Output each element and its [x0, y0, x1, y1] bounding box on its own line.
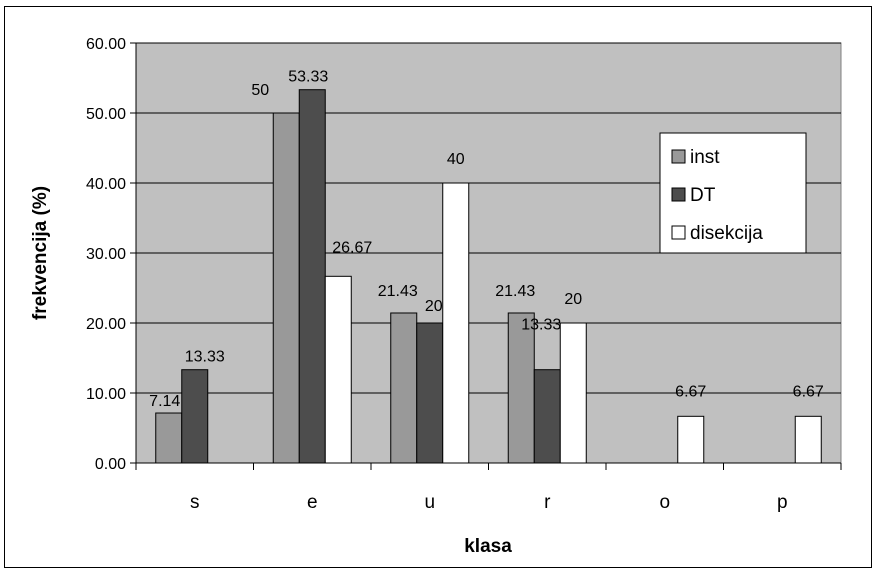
y-tick-label: 10.00 — [86, 386, 126, 403]
y-tick-label: 20.00 — [86, 316, 126, 333]
x-tick-label: r — [544, 492, 551, 513]
bar-DT-e — [298, 89, 326, 464]
x-tick-label: p — [777, 492, 788, 513]
data-labels: 7.14 13.33 50 53.33 26.67 21.43 20 40 21.43 13.33… — [149, 69, 824, 410]
bar-DT-u — [416, 322, 444, 464]
x-tick-label: e — [307, 492, 318, 513]
data-label: 21.43 — [378, 283, 418, 300]
bar-inst-u — [390, 312, 418, 464]
legend: inst DT disekcija — [659, 132, 807, 254]
legend-label-disekcija: disekcija — [690, 223, 763, 244]
bars — [155, 89, 822, 464]
bar-DT-s — [181, 369, 209, 464]
bar-inst-s — [155, 412, 183, 464]
bar-disekcija-o — [677, 415, 705, 464]
y-tick-label: 0.00 — [95, 456, 126, 473]
data-label: 7.14 — [149, 393, 180, 410]
data-label: 20 — [425, 298, 443, 315]
data-label: 21.43 — [495, 283, 535, 300]
y-tick-label: 50.00 — [86, 106, 126, 123]
y-tick-label: 40.00 — [86, 176, 126, 193]
data-label: 13.33 — [521, 317, 561, 334]
y-axis-title: frekvencija (%) — [30, 186, 51, 320]
bar-DT-r — [533, 369, 561, 464]
data-label: 26.67 — [332, 239, 372, 256]
bar-disekcija-r — [559, 322, 587, 464]
x-axis-title: klasa — [464, 536, 512, 557]
data-label: 50 — [251, 82, 269, 99]
bar-disekcija-e — [324, 275, 352, 464]
legend-label-inst: inst — [690, 147, 720, 168]
data-label: 20 — [564, 291, 582, 308]
y-ticks: 0.00 10.00 20.00 30.00 40.00 50.00 60.00 — [86, 36, 136, 473]
data-label: 13.33 — [185, 349, 225, 366]
data-label: 40 — [447, 151, 465, 168]
x-tick-label: u — [424, 492, 435, 513]
x-tick-label: o — [659, 492, 670, 513]
y-tick-label: 30.00 — [86, 246, 126, 263]
bar-inst-e — [272, 112, 300, 464]
legend-swatch-DT — [671, 187, 686, 202]
legend-swatch-disekcija — [671, 225, 686, 240]
x-tick-label: s — [190, 492, 200, 513]
y-tick-label: 60.00 — [86, 36, 126, 53]
legend-label-DT: DT — [690, 185, 716, 206]
legend-swatch-inst — [671, 149, 686, 164]
bar-inst-r — [507, 312, 535, 464]
data-label: 53.33 — [288, 69, 328, 86]
data-label: 6.67 — [793, 383, 824, 400]
bar-disekcija-p — [794, 415, 822, 464]
data-label: 6.67 — [675, 383, 706, 400]
bar-disekcija-u — [442, 182, 470, 464]
